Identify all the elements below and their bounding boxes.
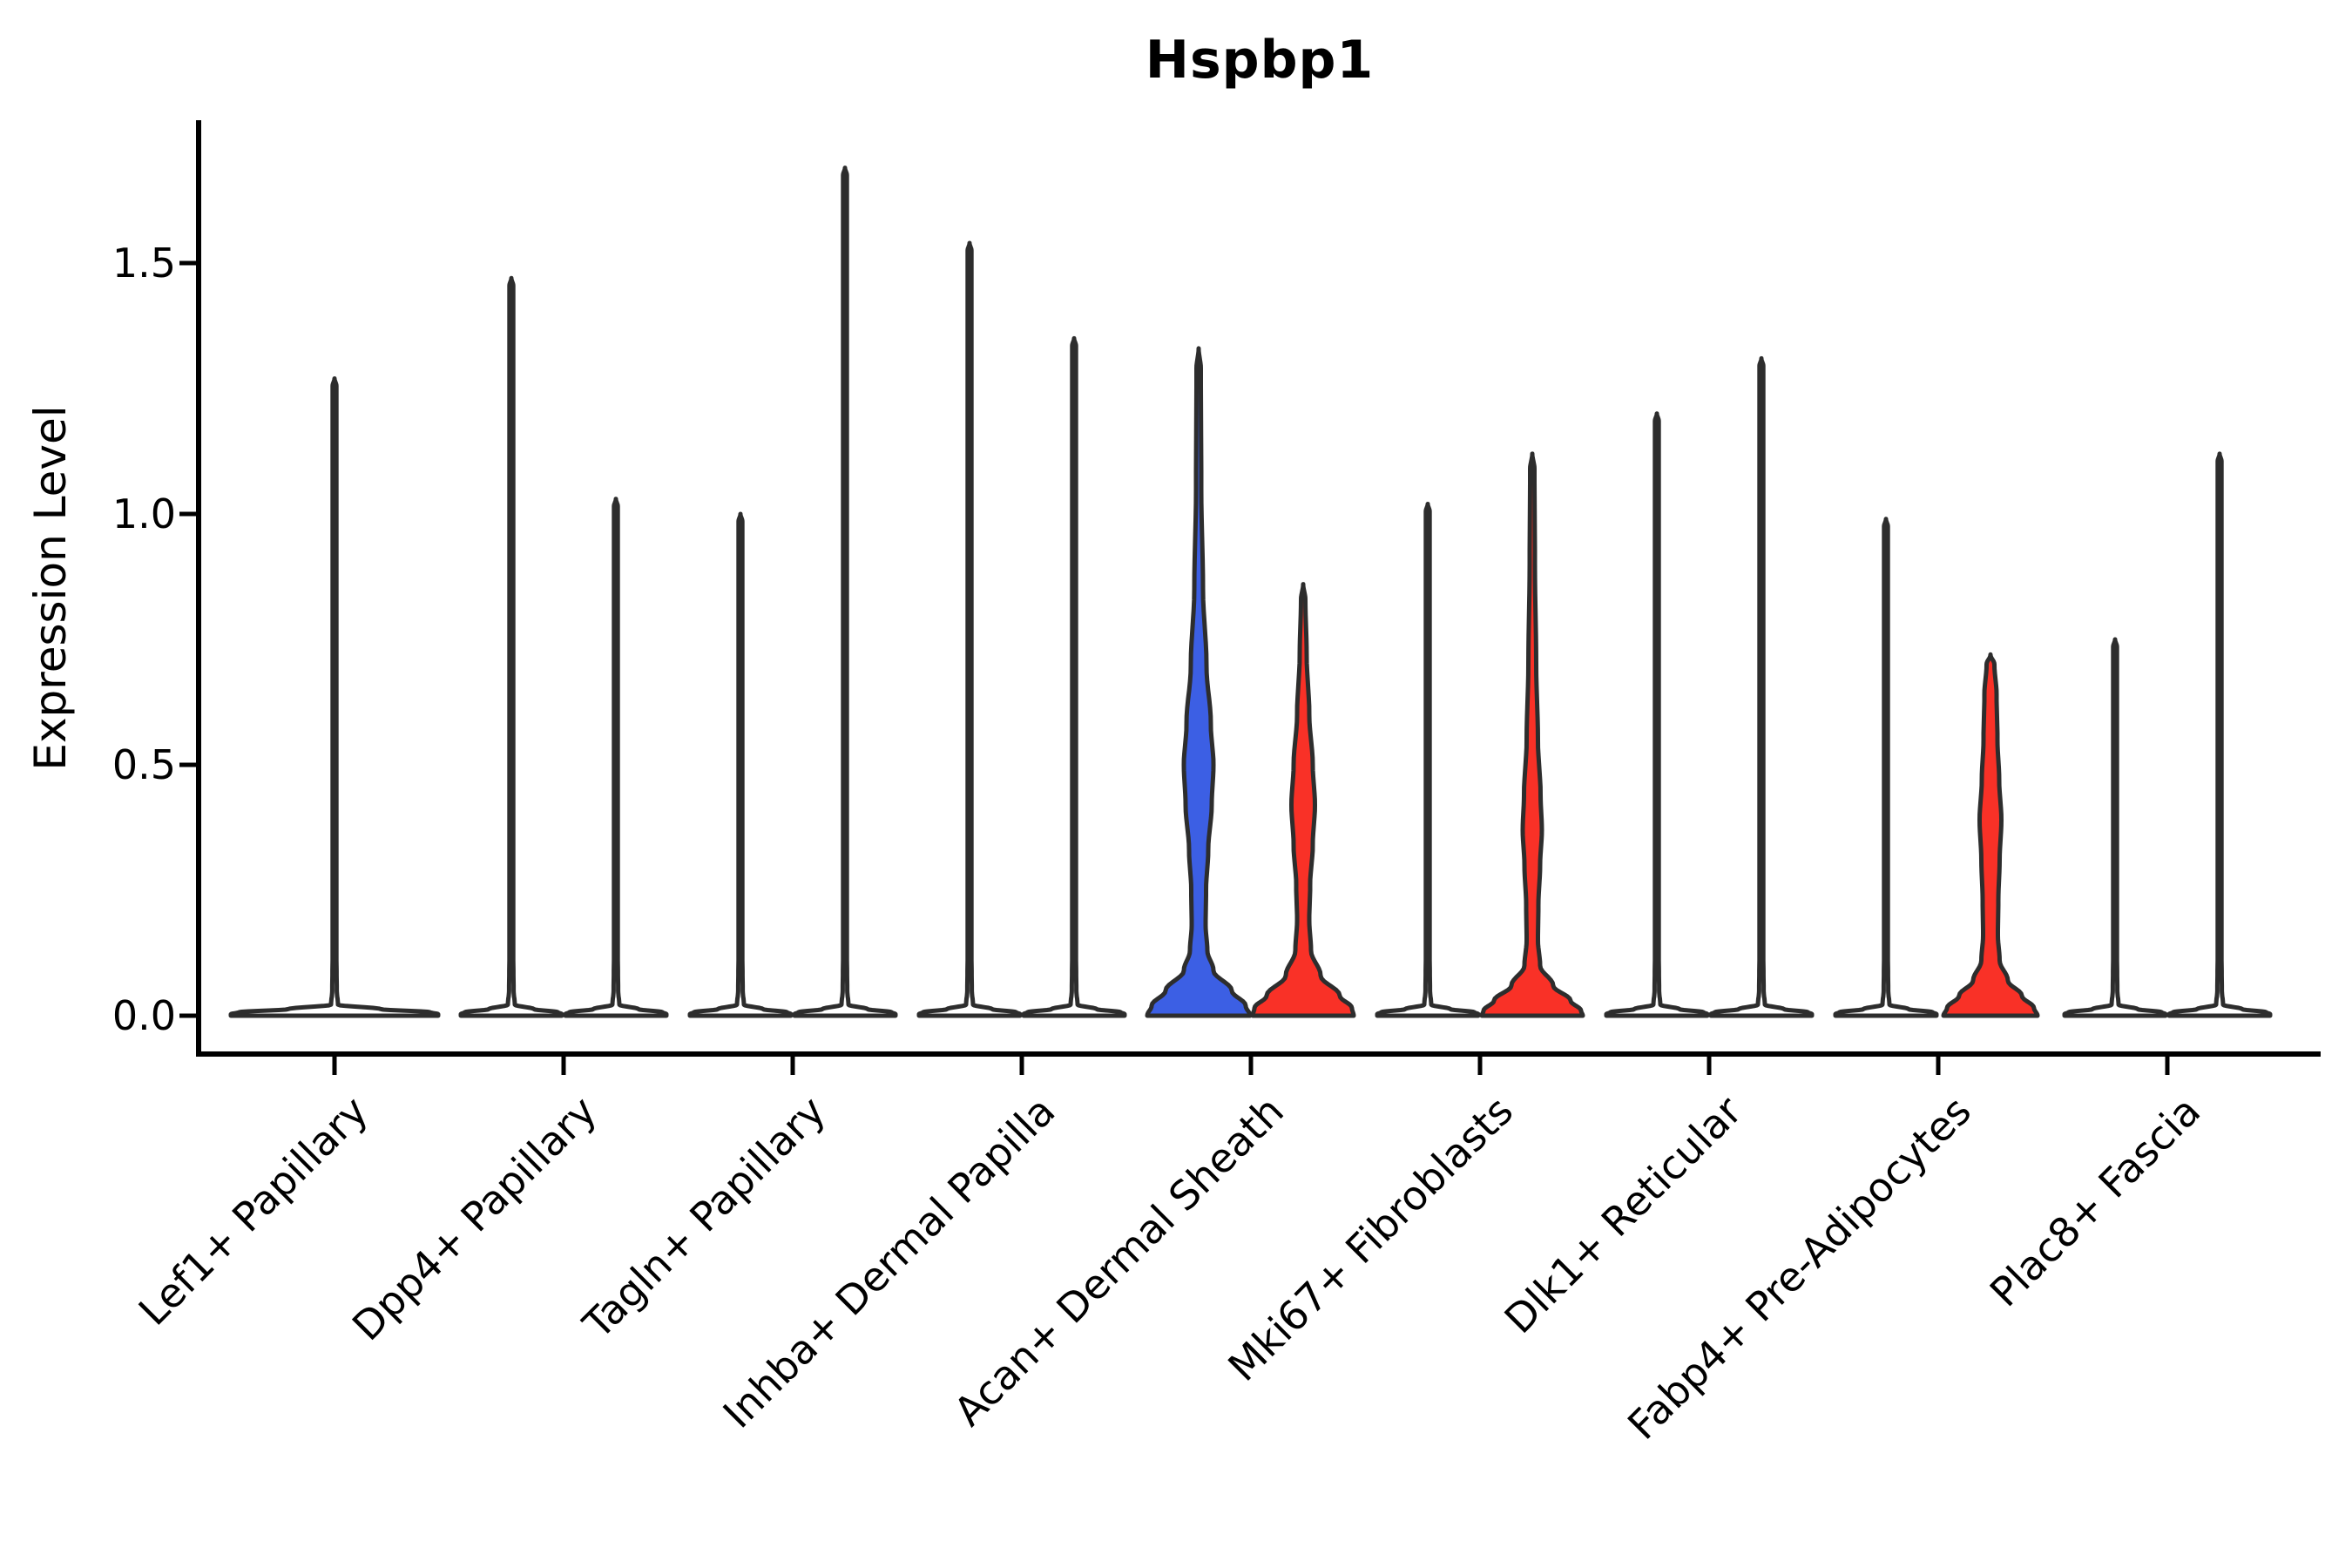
violin-left-acan [1145, 346, 1253, 1018]
violin-right-plac8 [2166, 451, 2273, 1018]
y-tick-label: 0.5 [112, 741, 176, 788]
violin-left-inhba [916, 240, 1023, 1018]
violin-left-mki67 [1375, 502, 1481, 1018]
violin-right-dpp4 [563, 497, 669, 1018]
violin-right-acan [1250, 582, 1356, 1018]
violin-single-lef1 [228, 376, 441, 1018]
y-tick-label: 1.0 [112, 490, 176, 537]
violin-right-fabp4 [1941, 652, 2040, 1018]
violin-right-dlk1 [1708, 355, 1815, 1018]
violin-left-fabp4 [1833, 517, 1939, 1018]
chart-title: Hspbp1 [1145, 30, 1375, 91]
violin-right-inhba [1021, 335, 1127, 1018]
y-axis-label: Expression Level [25, 405, 76, 771]
y-tick-label: 1.5 [112, 240, 176, 287]
violin-right-tagln [792, 166, 898, 1018]
violin-left-plac8 [2062, 637, 2168, 1018]
violin-left-tagln [687, 511, 794, 1018]
violin-left-dlk1 [1604, 411, 1710, 1018]
violin-left-dpp4 [458, 275, 564, 1018]
violin-right-mki67 [1479, 451, 1585, 1018]
y-tick-label: 0.0 [112, 992, 176, 1039]
